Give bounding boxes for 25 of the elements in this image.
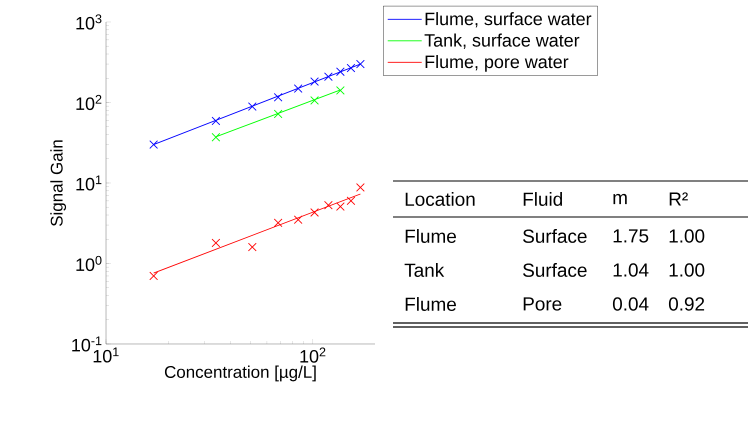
y-tick-label: 10$^{3}$ — [76, 14, 102, 30]
legend-label: Flume, surface water — [426, 12, 592, 28]
text: 1.04 — [614, 263, 648, 277]
y-axis-title: Signal Gain — [50, 140, 66, 226]
legend-label: Flume, pore water — [426, 55, 568, 72]
y-tick-label: 10$^{1}$ — [76, 175, 102, 191]
text: Location — [406, 192, 475, 206]
text: 0.92 — [668, 297, 704, 311]
text: 1.75 — [614, 229, 648, 243]
text: m — [613, 194, 627, 204]
text: 0.04 — [612, 297, 648, 311]
text: Tank — [404, 263, 444, 277]
y-tick-label: 10$^{2}$ — [76, 94, 102, 110]
text: Flume — [406, 297, 456, 311]
text: Surface — [523, 263, 587, 277]
x-axis-title: Concentration [µg/L] — [164, 366, 316, 382]
text: Surface — [523, 229, 587, 243]
legend-label: Tank, surface water — [424, 34, 580, 49]
text: Pore — [524, 297, 562, 311]
y-tick-label: 10$^{0}$ — [76, 256, 102, 272]
text: Flume — [406, 229, 456, 243]
text: Fluid — [524, 192, 562, 206]
text: 1.00 — [670, 263, 704, 277]
text: 1.00 — [670, 229, 704, 243]
text: R² — [670, 192, 688, 206]
